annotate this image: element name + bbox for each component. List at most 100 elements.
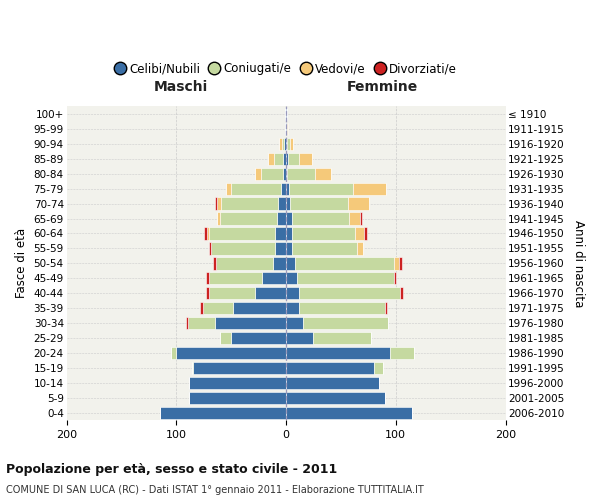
Bar [286,347,391,359]
Bar [231,332,286,344]
Bar [273,257,286,270]
Text: Maschi: Maschi [154,80,208,94]
Bar [400,287,403,300]
Bar [233,302,286,314]
Bar [209,242,211,254]
Bar [274,152,283,165]
Bar [286,287,299,300]
Bar [286,377,379,389]
Bar [207,228,209,239]
Text: Popolazione per età, sesso e stato civile - 2011: Popolazione per età, sesso e stato civil… [6,462,337,475]
Bar [286,138,287,150]
Bar [288,152,299,165]
Bar [284,138,286,150]
Bar [203,302,233,314]
Bar [385,302,387,314]
Bar [220,332,231,344]
Bar [286,302,299,314]
Bar [302,317,388,330]
Bar [292,212,349,224]
Bar [171,347,176,359]
Bar [297,272,394,284]
Bar [190,392,286,404]
Bar [399,257,403,270]
Bar [217,198,221,209]
Bar [256,168,261,180]
Bar [262,272,286,284]
Bar [364,228,367,239]
Bar [359,212,362,224]
Bar [286,182,289,195]
Bar [286,198,290,209]
Bar [211,242,275,254]
Bar [314,168,331,180]
Bar [281,138,284,150]
Bar [286,108,287,120]
Bar [292,228,355,239]
Bar [374,362,383,374]
Bar [283,168,286,180]
Bar [204,228,207,239]
Bar [278,198,286,209]
Bar [286,152,288,165]
Text: COMUNE DI SAN LUCA (RC) - Dati ISTAT 1° gennaio 2011 - Elaborazione TUTTITALIA.I: COMUNE DI SAN LUCA (RC) - Dati ISTAT 1° … [6,485,424,495]
Bar [290,138,293,150]
Bar [391,347,415,359]
Bar [275,228,286,239]
Bar [355,228,364,239]
Bar [290,198,347,209]
Bar [286,168,287,180]
Bar [299,287,400,300]
Y-axis label: Fasce di età: Fasce di età [15,228,28,298]
Bar [275,242,286,254]
Bar [281,182,286,195]
Bar [215,198,217,209]
Bar [287,168,314,180]
Bar [286,242,292,254]
Text: Femmine: Femmine [347,80,418,94]
Bar [190,377,286,389]
Bar [256,287,286,300]
Bar [206,272,209,284]
Bar [160,406,286,419]
Bar [286,272,297,284]
Bar [299,302,385,314]
Bar [287,123,288,135]
Bar [283,152,286,165]
Bar [206,287,209,300]
Y-axis label: Anni di nascita: Anni di nascita [572,220,585,307]
Bar [268,152,274,165]
Bar [292,242,358,254]
Bar [349,212,359,224]
Bar [285,123,286,135]
Bar [215,317,286,330]
Bar [209,228,275,239]
Bar [286,257,295,270]
Bar [394,257,399,270]
Bar [226,182,231,195]
Bar [295,257,394,270]
Bar [286,392,385,404]
Bar [209,272,262,284]
Bar [299,152,313,165]
Bar [286,362,374,374]
Bar [394,272,396,284]
Bar [231,182,281,195]
Bar [287,138,290,150]
Bar [353,182,386,195]
Bar [186,317,188,330]
Bar [200,302,203,314]
Bar [216,257,273,270]
Bar [176,347,286,359]
Bar [286,228,292,239]
Bar [221,198,278,209]
Bar [193,362,286,374]
Bar [313,332,371,344]
Bar [217,212,220,224]
Bar [286,317,302,330]
Legend: Celibi/Nubili, Coniugati/e, Vedovi/e, Divorziati/e: Celibi/Nubili, Coniugati/e, Vedovi/e, Di… [110,58,462,80]
Bar [220,212,277,224]
Bar [191,362,193,374]
Bar [188,317,215,330]
Bar [286,212,292,224]
